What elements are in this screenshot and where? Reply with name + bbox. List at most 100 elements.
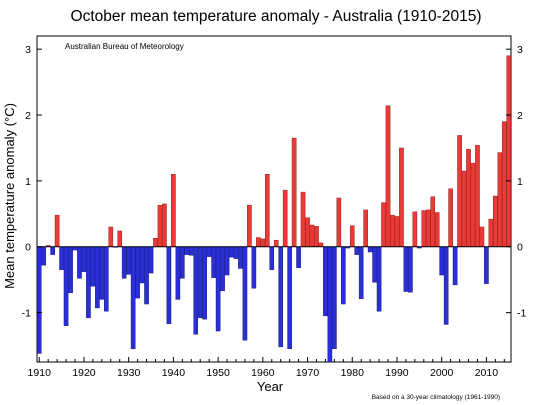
bar-1929: [121, 246, 127, 279]
bar-1938: [162, 203, 167, 247]
bar-1965: [282, 189, 288, 247]
bar-2001: [443, 246, 449, 325]
bar-1960: [260, 238, 266, 247]
bar-1993: [408, 246, 413, 293]
bar-1950: [215, 246, 221, 332]
x-tick-label: 1950: [206, 367, 230, 379]
bar-1942: [180, 246, 185, 279]
bar-1978: [341, 246, 346, 305]
bar-1923: [95, 246, 100, 309]
bar-1952: [224, 246, 230, 276]
bar-1953: [229, 246, 234, 258]
bar-1922: [90, 246, 96, 287]
bar-2008: [475, 145, 480, 247]
bar-2015: [506, 55, 512, 247]
bar-1941: [175, 246, 181, 300]
y-tick-label-right: 3: [517, 44, 523, 56]
bar-1944: [188, 246, 194, 256]
chart-title: October mean temperature anomaly - Austr…: [71, 8, 482, 25]
x-tick-label: 1940: [162, 367, 186, 379]
x-tick-label: 1920: [72, 367, 96, 379]
bar-1934: [144, 246, 149, 305]
bar-1970: [305, 217, 310, 247]
bar-1997: [425, 209, 431, 247]
x-tick-label: 1930: [117, 367, 141, 379]
source-annotation: Australian Bureau of Meteorology: [65, 42, 184, 51]
bar-1937: [157, 205, 163, 247]
bar-1976: [332, 246, 337, 350]
y-tick-label-left: 2: [25, 110, 31, 122]
bar-1977: [336, 197, 342, 247]
bar-1921: [86, 246, 91, 319]
y-tick-label-right: 2: [517, 110, 523, 122]
bar-2011: [488, 218, 494, 247]
x-tick-label: 1910: [28, 367, 52, 379]
bar-1963: [273, 239, 279, 247]
bar-2005: [461, 170, 467, 247]
x-tick-label: 1970: [296, 367, 320, 379]
bar-1966: [287, 246, 292, 350]
bar-1959: [256, 237, 261, 247]
bar-1969: [300, 191, 306, 247]
bar-1956: [242, 246, 248, 341]
bar-1972: [314, 226, 319, 247]
bar-1933: [139, 246, 145, 284]
bar-1919: [77, 246, 82, 279]
bar-1971: [309, 224, 315, 247]
axis-ticks: -1 -1 0 0 1 1 2 2 3 3 1910 1920 1930 1940 1950 1960 1970…: [22, 44, 527, 379]
bar-series: [36, 55, 512, 363]
y-tick-label-left: 0: [25, 242, 31, 254]
bar-1989: [390, 214, 395, 247]
bar-1999: [434, 212, 440, 247]
bar-1962: [269, 246, 275, 270]
bar-1910: [36, 246, 42, 354]
bar-1935: [148, 246, 154, 274]
bar-1932: [135, 246, 140, 299]
x-tick-label: 1980: [341, 367, 365, 379]
bar-1981: [354, 246, 360, 255]
bar-1986: [376, 246, 382, 312]
bar-1975: [327, 246, 333, 363]
footnote: Based on a 30-year climatology (1961-199…: [372, 394, 500, 401]
y-axis-label: Mean temperature anomaly (°C): [2, 103, 17, 289]
bar-1985: [372, 246, 377, 283]
bar-1998: [430, 196, 436, 247]
bar-1943: [184, 246, 190, 255]
bar-1948: [206, 246, 212, 257]
bar-1973: [318, 242, 324, 247]
bar-1961: [264, 174, 270, 247]
bar-1974: [323, 246, 328, 317]
bar-1926: [108, 226, 114, 247]
bar-1964: [278, 246, 284, 348]
y-tick-label-right: 0: [517, 242, 523, 254]
x-tick-label: 1960: [251, 367, 275, 379]
bar-2009: [479, 226, 485, 247]
bar-1913: [50, 246, 55, 255]
bar-1946: [197, 246, 203, 319]
bar-2013: [497, 152, 503, 247]
bar-1916: [63, 246, 69, 326]
bar-2007: [470, 162, 476, 247]
bar-1980: [349, 225, 355, 247]
bar-2000: [439, 246, 444, 276]
bar-1928: [117, 230, 123, 247]
bar-2002: [448, 188, 453, 247]
bar-1945: [193, 246, 199, 335]
x-tick-label: 1990: [385, 367, 409, 379]
bar-1924: [99, 246, 105, 300]
bar-2012: [493, 195, 498, 247]
bar-1957: [247, 205, 252, 247]
bar-1968: [296, 246, 301, 269]
y-tick-label-right: 1: [517, 176, 523, 188]
bar-1967: [291, 137, 297, 247]
bar-1911: [41, 246, 47, 266]
bar-1951: [220, 246, 225, 292]
plot-frame: [36, 35, 512, 363]
bar-1947: [202, 246, 207, 320]
bar-1931: [130, 246, 136, 350]
bar-1983: [363, 209, 368, 247]
bar-1954: [233, 246, 239, 259]
y-tick-label-left: 1: [25, 176, 31, 188]
bar-1982: [358, 246, 364, 299]
bar-2004: [457, 135, 462, 247]
